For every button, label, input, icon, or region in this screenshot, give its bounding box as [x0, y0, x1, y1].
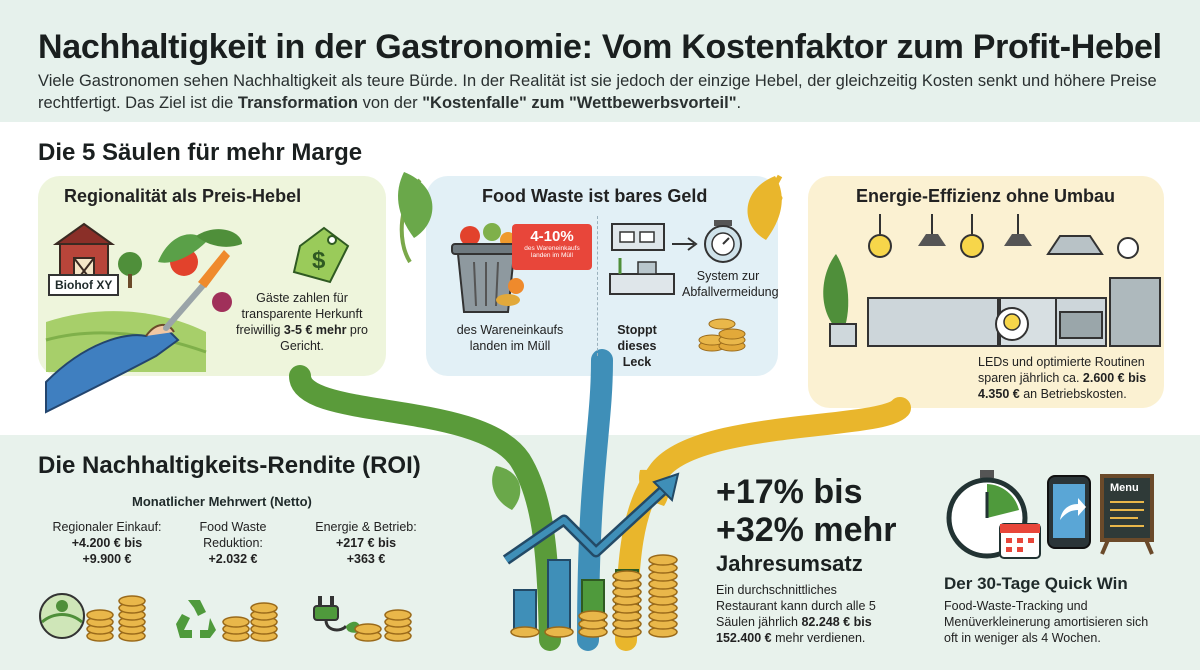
roi-heading: Die Nachhaltigkeits-Rendite (ROI) [38, 452, 421, 479]
energy-card [808, 176, 1164, 408]
intro-bold: "Kostenfalle" zum "Wettbewerbsvorteil" [422, 94, 737, 112]
menu-board-icon [1100, 474, 1154, 555]
divider [597, 216, 598, 356]
waste-badge-note: des Wareneinkaufs landen im Müll [524, 245, 580, 259]
waste-badge: 4-10% des Wareneinkaufs landen im Müll [512, 224, 592, 270]
stopwatch-calendar-icon [946, 470, 1041, 559]
intro-part: . [736, 94, 742, 112]
metric-value: +363 € [346, 552, 386, 566]
growth-chart-illustration [502, 472, 680, 638]
svg-text:$: $ [312, 247, 326, 274]
coin-stack-icon [222, 602, 278, 642]
roi-subheading: Monatlicher Mehrwert (Netto) [132, 494, 312, 509]
menu-board-label: Menu [1110, 482, 1139, 494]
coin-pile-icon [496, 278, 524, 306]
revenue-big-line1: +17% bis [716, 473, 863, 511]
food-waste-title: Food Waste ist bares Geld [482, 186, 708, 206]
revenue-text: Ein durchschnittliches Restaurant kann d… [716, 582, 892, 646]
kitchen-counter-icon [609, 223, 675, 295]
field-icon [39, 593, 85, 639]
power-plug-icon [313, 596, 361, 633]
energy-text: LEDs und optimierte Routinen sparen jähr… [978, 354, 1158, 402]
intro-text: Viele Gastronomen sehen Nachhaltigkeit a… [38, 70, 1168, 114]
bin-caption: des Wareneinkaufs landen im Müll [456, 323, 564, 353]
pillars-heading: Die 5 Säulen für mehr Marge [38, 139, 363, 166]
metric-value: +4.200 € bis [71, 536, 143, 550]
header-band [0, 0, 1200, 122]
roi-metric-regional: Regionaler Einkauf: +4.200 € bis +9.900 … [38, 519, 176, 567]
page-title: Nachhaltigkeit in der Gastronomie: Vom K… [38, 28, 1162, 66]
smartphone-icon [1047, 475, 1091, 549]
revenue-text-part: Ein durchschnittliches Restaurant kann d… [716, 583, 876, 629]
recycle-icon [176, 600, 216, 638]
metric-label: Food Waste Reduktion: [199, 520, 267, 550]
roi-metric-food-waste: Food Waste Reduktion: +2.032 € [188, 519, 278, 567]
regional-title: Regionalität als Preis-Hebel [64, 186, 302, 206]
energy-text-part: an Betriebskosten. [1019, 387, 1127, 401]
coin-stack-icon [354, 609, 412, 642]
revenue-text-part: mehr verdienen. [771, 631, 866, 645]
arrow-right-icon [672, 237, 698, 251]
revenue-subtitle: Jahresumsatz [716, 551, 863, 576]
coin-stack-icon [86, 595, 146, 642]
energy-text-bold: 2.600 € bis 4.350 € [978, 371, 1147, 401]
efficient-kitchen-illustration [823, 214, 1161, 347]
energy-title: Energie-Effizienz ohne Umbau [856, 186, 1116, 206]
roi-metric-energy: Energie & Betrieb: +217 € bis +363 € [308, 519, 424, 567]
intro-part: von der [358, 94, 423, 112]
regional-text-part: pro Gericht. [280, 323, 368, 353]
quickwin-title: Der 30-Tage Quick Win [944, 574, 1128, 593]
farm-fork-illustration [45, 222, 242, 414]
metric-value: +9.900 € [82, 552, 132, 566]
regional-text: Gäste zahlen für transparente Herkunft f… [232, 290, 372, 354]
metric-label: Energie & Betrieb: [315, 520, 417, 534]
stop-label: Stoppt dieses Leck [617, 323, 657, 369]
revenue-big-line2: +32% mehr [716, 511, 897, 549]
metric-label: Regionaler Einkauf: [52, 520, 162, 534]
intro-part: Viele Gastronomen sehen Nachhaltigkeit a… [38, 72, 1157, 112]
regional-text-part: Gäste zahlen für transparente Herkunft f… [235, 291, 363, 337]
kitchen-scale-icon [704, 220, 742, 263]
system-label: System zur Abfallvermeidung [682, 269, 779, 299]
regional-text-bold: 3-5 € mehr [283, 323, 347, 337]
farm-sign: Biohof XY [48, 274, 120, 296]
energy-text-part: LEDs und optimierte Routinen sparen jähr… [978, 355, 1145, 385]
price-tag-icon: $ [292, 226, 350, 284]
waste-badge-percent: 4-10% [530, 228, 574, 245]
coin-stack-icon [698, 318, 746, 352]
intro-bold: Transformation [237, 94, 359, 112]
metric-value: +217 € bis [335, 536, 397, 550]
quickwin-text: Food-Waste-Tracking und Menüverkleinerun… [944, 599, 1149, 645]
metric-value: +2.032 € [208, 552, 258, 566]
revenue-text-bold: 82.248 € bis 152.400 € [716, 615, 872, 645]
